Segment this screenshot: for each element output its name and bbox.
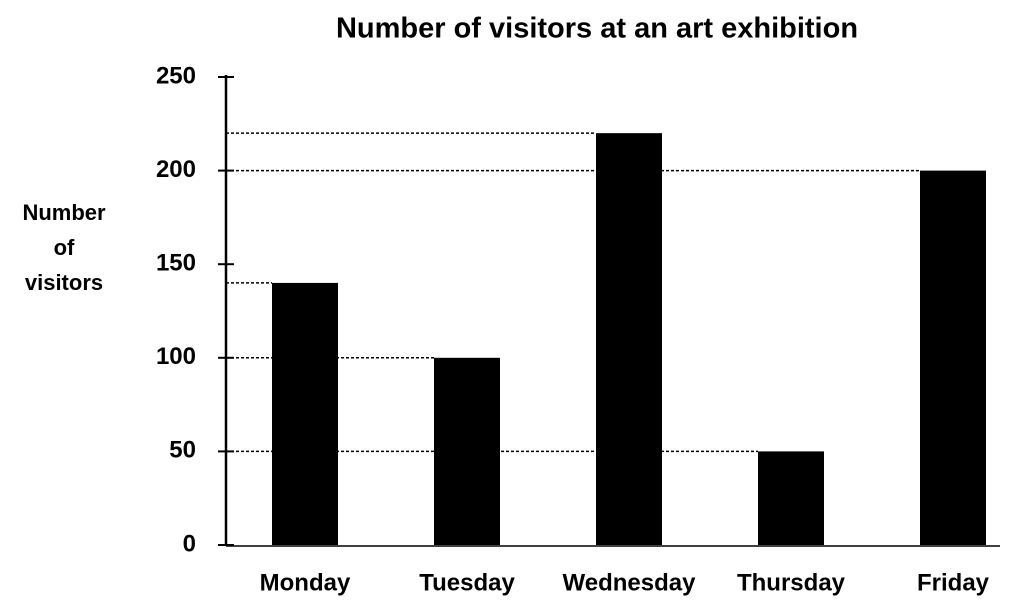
y-axis-label: Number of visitors xyxy=(22,200,106,295)
y-tick-label: 100 xyxy=(156,343,196,370)
y-tick-label: 250 xyxy=(156,62,196,89)
y-axis-label-line: of xyxy=(54,235,75,260)
bar xyxy=(272,282,338,545)
x-tick-label: Friday xyxy=(917,569,990,596)
y-tick-label: 0 xyxy=(183,530,196,557)
x-tick-label: Tuesday xyxy=(419,569,515,596)
bar xyxy=(920,170,986,545)
y-tick-label: 150 xyxy=(156,250,196,277)
chart-title: Number of visitors at an art exhibition xyxy=(336,13,858,45)
y-tick-label: 50 xyxy=(169,437,196,464)
y-tick-label: 200 xyxy=(156,156,196,183)
bar xyxy=(596,133,662,545)
x-tick-label: Monday xyxy=(260,569,351,596)
x-tick-label: Thursday xyxy=(737,569,846,596)
y-axis-label-line: Number xyxy=(22,200,106,225)
y-axis-label-line: visitors xyxy=(25,270,103,295)
x-tick-label: Wednesday xyxy=(563,569,697,596)
bar xyxy=(758,451,824,545)
